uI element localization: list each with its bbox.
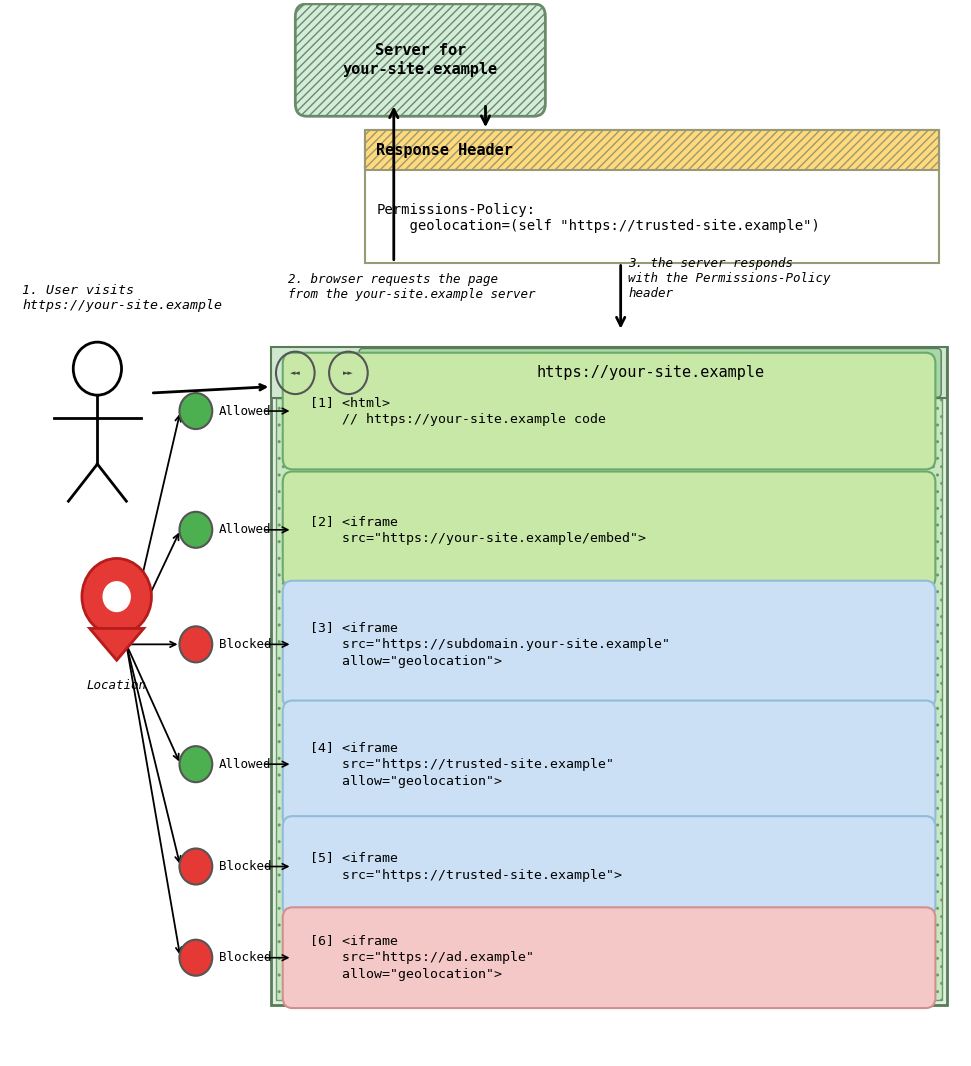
Circle shape xyxy=(180,512,213,548)
Text: [1] <html>
    // https://your-site.example code: [1] <html> // https://your-site.example … xyxy=(310,397,606,426)
Text: ►►: ►► xyxy=(343,370,353,376)
Bar xyxy=(276,399,942,1000)
Bar xyxy=(271,348,947,399)
FancyBboxPatch shape xyxy=(283,353,935,469)
Text: [3] <iframe
    src="https://subdomain.your-site.example"
    allow="geolocation: [3] <iframe src="https://subdomain.your-… xyxy=(310,620,670,667)
Text: Allowed: Allowed xyxy=(219,405,272,418)
Text: [6] <iframe
    src="https://ad.example"
    allow="geolocation">: [6] <iframe src="https://ad.example" all… xyxy=(310,934,534,981)
Text: Response Header: Response Header xyxy=(377,143,514,158)
Text: Blocked: Blocked xyxy=(219,860,272,873)
Text: Blocked: Blocked xyxy=(219,951,272,965)
Text: Location: Location xyxy=(86,679,147,692)
Circle shape xyxy=(180,849,213,885)
FancyBboxPatch shape xyxy=(283,817,935,917)
FancyBboxPatch shape xyxy=(283,471,935,588)
Text: 3. the server responds
with the Permissions-Policy
header: 3. the server responds with the Permissi… xyxy=(628,257,831,301)
Bar xyxy=(365,130,939,262)
Text: [2] <iframe
    src="https://your-site.example/embed">: [2] <iframe src="https://your-site.examp… xyxy=(310,515,646,545)
Text: [5] <iframe
    src="https://trusted-site.example">: [5] <iframe src="https://trusted-site.ex… xyxy=(310,852,621,882)
FancyBboxPatch shape xyxy=(359,349,941,398)
Circle shape xyxy=(180,940,213,975)
Text: Blocked: Blocked xyxy=(219,637,272,651)
Text: Permissions-Policy:
    geolocation=(self "https://trusted-site.example"): Permissions-Policy: geolocation=(self "h… xyxy=(377,204,820,233)
Text: 1. User visits
https://your-site.example: 1. User visits https://your-site.example xyxy=(22,284,222,311)
Bar xyxy=(271,348,947,1005)
Circle shape xyxy=(103,582,130,612)
Circle shape xyxy=(82,559,151,634)
Text: ◄◄: ◄◄ xyxy=(290,370,301,376)
Text: Allowed: Allowed xyxy=(219,523,272,536)
FancyBboxPatch shape xyxy=(283,581,935,708)
Bar xyxy=(365,130,939,171)
Text: Server for
your-site.example: Server for your-site.example xyxy=(343,44,498,77)
Text: https://your-site.example: https://your-site.example xyxy=(536,366,764,381)
FancyBboxPatch shape xyxy=(295,4,546,116)
Text: Allowed: Allowed xyxy=(219,758,272,771)
FancyBboxPatch shape xyxy=(283,700,935,828)
Text: [4] <iframe
    src="https://trusted-site.example"
    allow="geolocation">: [4] <iframe src="https://trusted-site.ex… xyxy=(310,741,614,788)
FancyBboxPatch shape xyxy=(283,907,935,1008)
Text: 2. browser requests the page
from the your-site.example server: 2. browser requests the page from the yo… xyxy=(287,273,535,302)
Circle shape xyxy=(180,393,213,430)
Polygon shape xyxy=(89,629,144,660)
Circle shape xyxy=(180,627,213,662)
Circle shape xyxy=(180,746,213,782)
